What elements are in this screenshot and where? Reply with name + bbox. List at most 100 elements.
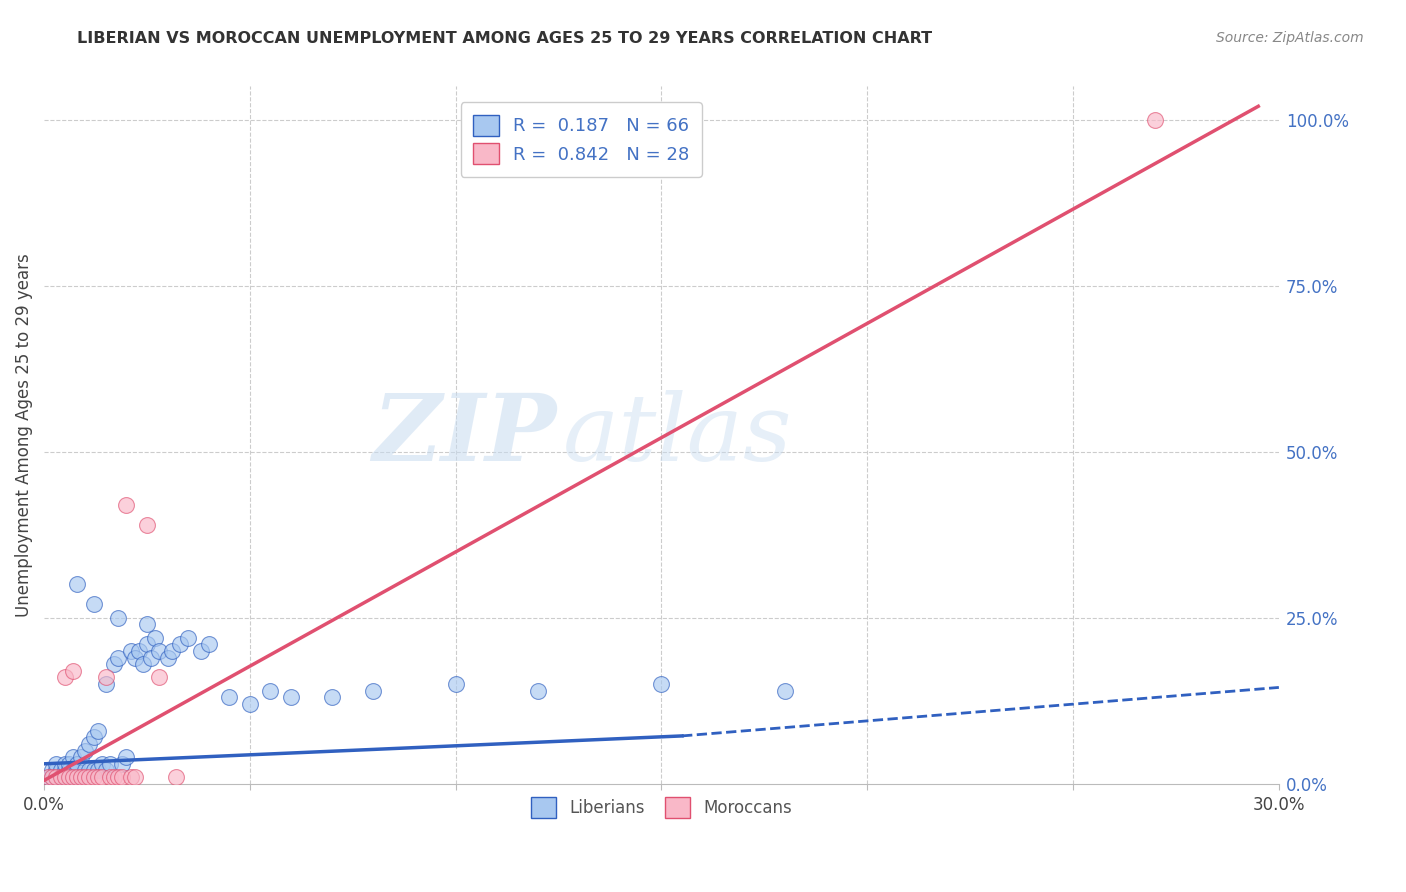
Point — [66, 756, 89, 771]
Point — [70, 770, 93, 784]
Point — [650, 677, 672, 691]
Point — [53, 770, 76, 784]
Point — [321, 690, 343, 705]
Point — [259, 683, 281, 698]
Point — [103, 770, 125, 784]
Point — [37, 770, 59, 784]
Point — [66, 770, 89, 784]
Point — [363, 683, 385, 698]
Point — [41, 770, 63, 784]
Text: atlas: atlas — [562, 390, 792, 480]
Point — [148, 644, 170, 658]
Point — [111, 770, 134, 784]
Point — [58, 770, 80, 784]
Point — [66, 770, 89, 784]
Point — [70, 770, 93, 784]
Point — [239, 697, 262, 711]
Point — [1144, 112, 1167, 127]
Point — [86, 770, 108, 784]
Point — [58, 770, 80, 784]
Point — [41, 764, 63, 778]
Point — [66, 764, 89, 778]
Point — [120, 644, 142, 658]
Point — [128, 644, 150, 658]
Point — [111, 756, 134, 771]
Point — [124, 650, 146, 665]
Point — [90, 770, 112, 784]
Point — [136, 517, 159, 532]
Point — [139, 650, 162, 665]
Point — [37, 770, 59, 784]
Point — [62, 770, 84, 784]
Point — [75, 743, 97, 757]
Point — [165, 770, 187, 784]
Y-axis label: Unemployment Among Ages 25 to 29 years: Unemployment Among Ages 25 to 29 years — [15, 253, 32, 617]
Point — [169, 637, 191, 651]
Point — [98, 770, 121, 784]
Point — [115, 498, 138, 512]
Legend: Liberians, Moroccans: Liberians, Moroccans — [524, 790, 799, 824]
Point — [70, 750, 93, 764]
Point — [66, 577, 89, 591]
Point — [53, 770, 76, 784]
Point — [773, 683, 796, 698]
Point — [45, 756, 67, 771]
Point — [49, 770, 72, 784]
Point — [41, 770, 63, 784]
Point — [45, 770, 67, 784]
Point — [49, 770, 72, 784]
Point — [527, 683, 550, 698]
Point — [98, 756, 121, 771]
Point — [107, 650, 129, 665]
Point — [83, 764, 105, 778]
Point — [218, 690, 240, 705]
Point — [62, 664, 84, 678]
Text: LIBERIAN VS MOROCCAN UNEMPLOYMENT AMONG AGES 25 TO 29 YEARS CORRELATION CHART: LIBERIAN VS MOROCCAN UNEMPLOYMENT AMONG … — [77, 31, 932, 46]
Point — [90, 756, 112, 771]
Point — [79, 770, 101, 784]
Point — [79, 764, 101, 778]
Point — [75, 764, 97, 778]
Point — [156, 650, 179, 665]
Point — [190, 644, 212, 658]
Point — [107, 770, 129, 784]
Point — [143, 631, 166, 645]
Point — [120, 770, 142, 784]
Point — [107, 610, 129, 624]
Point — [136, 637, 159, 651]
Point — [94, 670, 117, 684]
Point — [58, 764, 80, 778]
Point — [83, 770, 105, 784]
Point — [79, 737, 101, 751]
Point — [83, 731, 105, 745]
Point — [124, 770, 146, 784]
Point — [148, 670, 170, 684]
Point — [94, 764, 117, 778]
Point — [115, 750, 138, 764]
Point — [53, 670, 76, 684]
Point — [160, 644, 183, 658]
Point — [62, 764, 84, 778]
Point — [94, 677, 117, 691]
Point — [103, 657, 125, 672]
Point — [62, 770, 84, 784]
Text: ZIP: ZIP — [373, 390, 557, 480]
Point — [136, 617, 159, 632]
Point — [197, 637, 219, 651]
Point — [444, 677, 467, 691]
Point — [83, 598, 105, 612]
Text: Source: ZipAtlas.com: Source: ZipAtlas.com — [1216, 31, 1364, 45]
Point — [53, 756, 76, 771]
Point — [132, 657, 155, 672]
Point — [62, 750, 84, 764]
Point — [75, 770, 97, 784]
Point — [53, 764, 76, 778]
Point — [45, 770, 67, 784]
Point — [45, 764, 67, 778]
Point — [86, 764, 108, 778]
Point — [86, 723, 108, 738]
Point — [58, 756, 80, 771]
Point — [49, 764, 72, 778]
Point — [177, 631, 200, 645]
Point — [280, 690, 302, 705]
